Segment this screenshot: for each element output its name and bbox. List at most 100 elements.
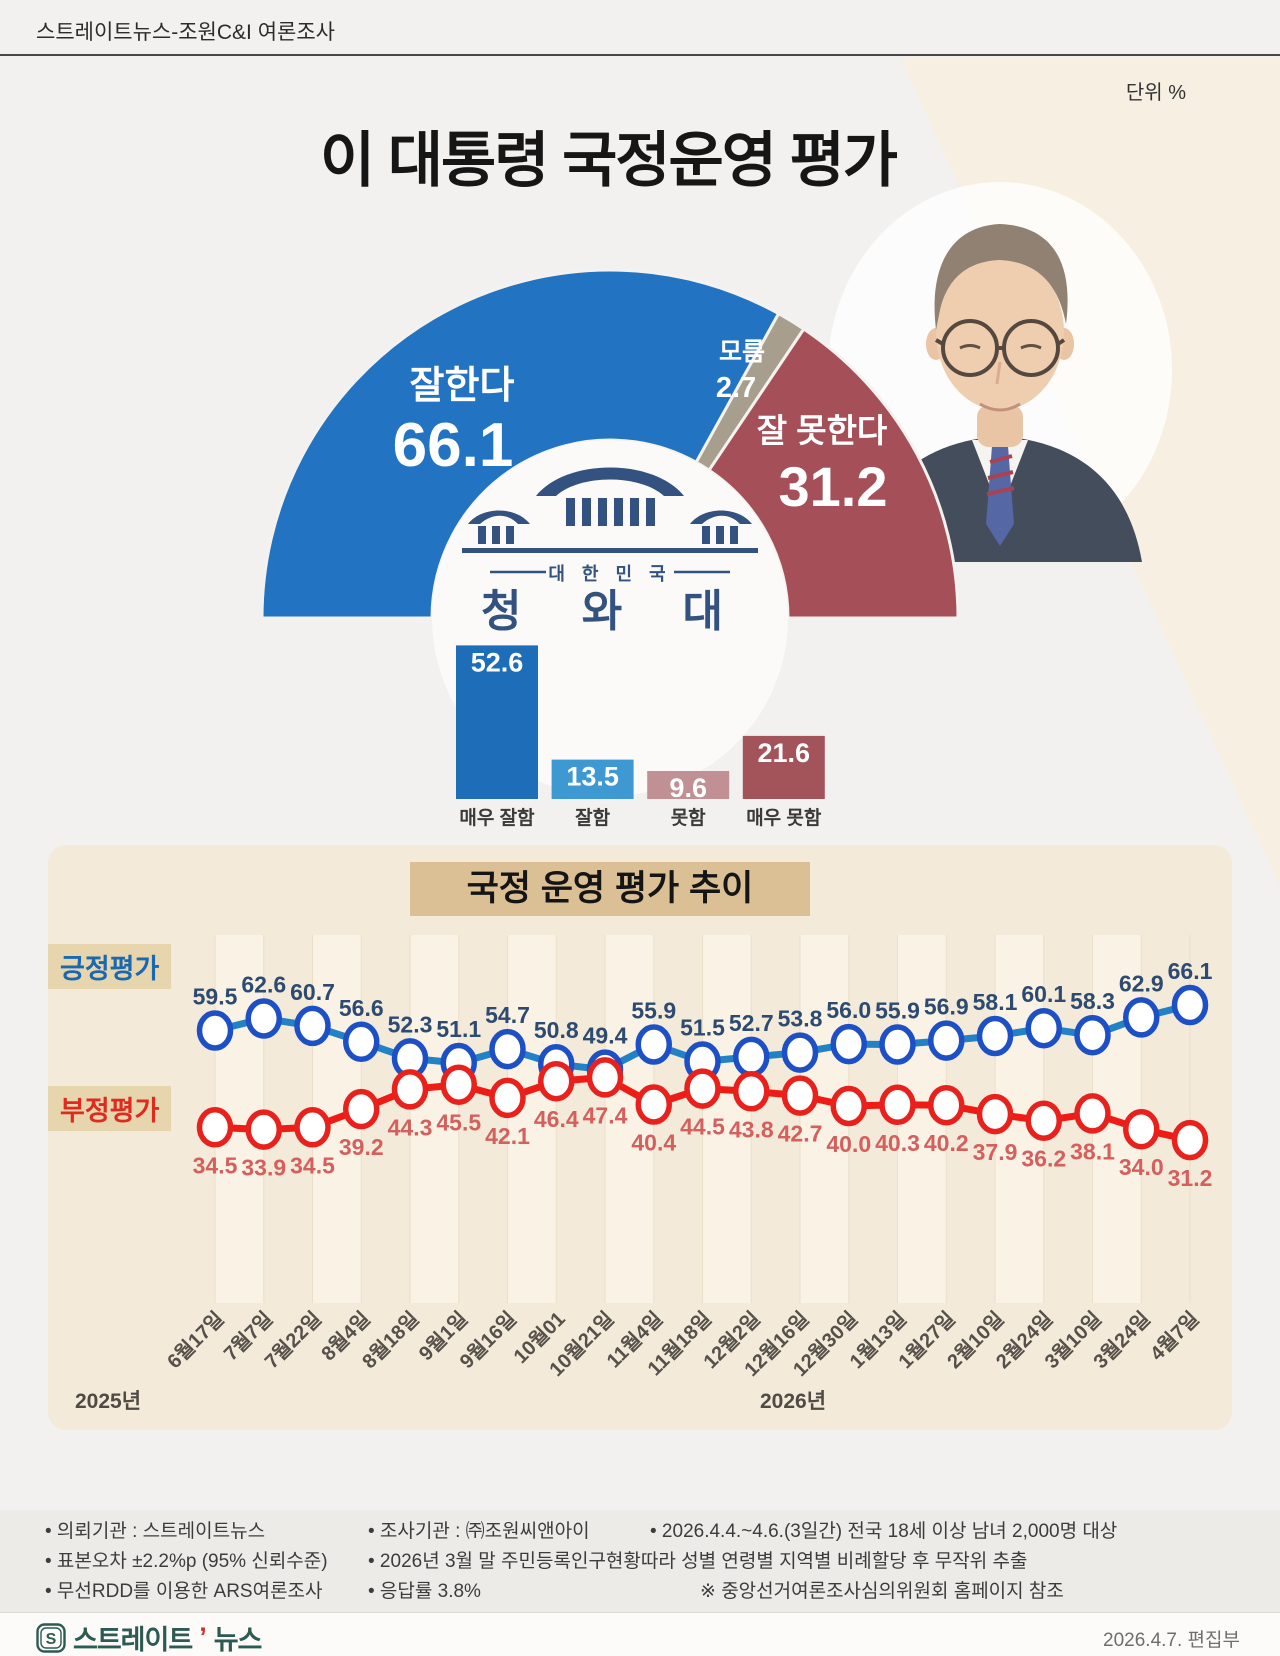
data-point-marker bbox=[781, 1075, 819, 1116]
data-point-marker bbox=[928, 1084, 965, 1126]
svg-text:40.0: 40.0 bbox=[826, 1131, 871, 1157]
svg-text:45.5: 45.5 bbox=[436, 1110, 481, 1136]
svg-text:51.1: 51.1 bbox=[436, 1016, 481, 1042]
svg-text:47.4: 47.4 bbox=[583, 1102, 628, 1128]
svg-text:43.8: 43.8 bbox=[729, 1116, 774, 1142]
legend-positive: 긍정평가 bbox=[48, 944, 172, 989]
data-point-marker bbox=[196, 1107, 234, 1148]
data-point-marker bbox=[245, 998, 282, 1039]
data-point-marker bbox=[976, 1093, 1014, 1135]
footnote-item: • 응답률 3.8% bbox=[368, 1581, 481, 1602]
data-point-marker bbox=[343, 1021, 380, 1063]
svg-text:13.5: 13.5 bbox=[566, 762, 619, 792]
mouth bbox=[979, 402, 1021, 412]
svg-text:60.1: 60.1 bbox=[1021, 981, 1066, 1007]
data-point-marker bbox=[781, 1032, 819, 1073]
data-point-marker bbox=[733, 1036, 770, 1078]
brand-name-part2: 뉴스 bbox=[213, 1625, 263, 1655]
face bbox=[936, 254, 1064, 410]
footnote-item: • 2026.4.4.~4.6.(3일간) 전국 18세 이상 남녀 2,000… bbox=[650, 1521, 1118, 1542]
svg-text:66.1: 66.1 bbox=[393, 411, 514, 480]
brand-icon-letter: S bbox=[46, 1631, 57, 1648]
brand-accent-mark: ’ bbox=[199, 1622, 207, 1652]
footnote-item: • 무선RDD를 이용한 ARS여론조사 bbox=[45, 1581, 323, 1602]
hair bbox=[934, 224, 1068, 330]
data-point-marker bbox=[1123, 997, 1160, 1038]
footnote-item: • 2026년 3월 말 주민등록인구현황따라 성별 연령별 지역별 비례할당 … bbox=[368, 1551, 1028, 1572]
data-point-marker bbox=[684, 1068, 721, 1109]
svg-text:잘 못한다: 잘 못한다 bbox=[757, 412, 888, 449]
data-point-marker bbox=[733, 1071, 770, 1112]
detail-bar-chart: 52.6 매우 잘함 13.5 잘함 9.6 못함 21.6 매우 못함 bbox=[456, 645, 825, 829]
data-point-marker bbox=[1171, 1119, 1209, 1161]
footnote-item: ※ 중앙선거여론조사심의위원회 홈페이지 참조 bbox=[700, 1581, 1064, 1602]
svg-text:잘함: 잘함 bbox=[575, 807, 610, 829]
svg-text:60.7: 60.7 bbox=[290, 979, 335, 1005]
year-label-2026: 2026년 bbox=[760, 1390, 826, 1413]
edition-date-label: 2026.4.7. 편집부 bbox=[1103, 1630, 1240, 1651]
svg-text:잘한다: 잘한다 bbox=[410, 365, 515, 407]
svg-text:대 한 민 국: 대 한 민 국 bbox=[548, 564, 671, 584]
data-point-marker bbox=[391, 1069, 429, 1110]
bar-3 bbox=[742, 735, 825, 799]
footnote-item: • 조사기관 : ㈜조원씨앤아이 bbox=[368, 1521, 590, 1542]
header-source-label: 스트레이트뉴스-조원C&I 여론조사 bbox=[36, 21, 335, 44]
svg-text:34.0: 34.0 bbox=[1119, 1154, 1164, 1180]
unit-label: 단위 % bbox=[1125, 82, 1186, 104]
data-point-marker bbox=[343, 1088, 380, 1130]
x-axis-label: 6월17일 bbox=[163, 1307, 229, 1373]
footnote-item: • 표본오차 ±2.2%p (95% 신뢰수준) bbox=[45, 1551, 328, 1572]
svg-text:31.2: 31.2 bbox=[1168, 1165, 1213, 1191]
svg-text:34.5: 34.5 bbox=[193, 1152, 238, 1178]
data-point-marker bbox=[830, 1085, 867, 1127]
data-point-marker bbox=[1025, 1100, 1062, 1141]
svg-text:2.7: 2.7 bbox=[716, 372, 756, 404]
svg-text:56.6: 56.6 bbox=[339, 995, 384, 1021]
svg-text:53.8: 53.8 bbox=[778, 1006, 823, 1032]
bar-0 bbox=[456, 645, 538, 799]
svg-text:못함: 못함 bbox=[671, 807, 706, 829]
legend-negative: 부정평가 bbox=[48, 1086, 172, 1131]
svg-text:40.4: 40.4 bbox=[631, 1129, 676, 1155]
tie-stripes bbox=[986, 454, 1015, 496]
svg-text:58.1: 58.1 bbox=[973, 989, 1018, 1015]
data-point-marker bbox=[635, 1024, 672, 1065]
svg-text:56.0: 56.0 bbox=[826, 997, 871, 1023]
svg-text:38.1: 38.1 bbox=[1070, 1138, 1115, 1164]
svg-text:40.3: 40.3 bbox=[875, 1130, 920, 1156]
svg-text:9.6: 9.6 bbox=[669, 773, 707, 803]
svg-text:매우 못함: 매우 못함 bbox=[746, 807, 822, 829]
svg-text:33.9: 33.9 bbox=[241, 1155, 286, 1181]
svg-text:매우 잘함: 매우 잘함 bbox=[459, 807, 535, 829]
footnote-item: • 의뢰기관 : 스트레이트뉴스 bbox=[45, 1521, 266, 1542]
svg-text:52.6: 52.6 bbox=[471, 647, 524, 677]
data-point-marker bbox=[1171, 984, 1209, 1026]
svg-text:66.1: 66.1 bbox=[1168, 958, 1213, 984]
data-point-marker bbox=[879, 1024, 916, 1065]
data-point-marker bbox=[879, 1084, 916, 1126]
svg-text:50.8: 50.8 bbox=[534, 1017, 579, 1043]
data-point-marker bbox=[294, 1107, 331, 1148]
data-point-marker bbox=[538, 1060, 575, 1102]
svg-text:55.9: 55.9 bbox=[875, 997, 920, 1023]
svg-text:52.7: 52.7 bbox=[729, 1010, 774, 1036]
svg-text:59.5: 59.5 bbox=[193, 984, 238, 1010]
brand-logo: S 스트레이트’ 뉴스 bbox=[36, 1618, 263, 1656]
svg-text:37.9: 37.9 bbox=[973, 1139, 1018, 1165]
svg-text:54.7: 54.7 bbox=[485, 1002, 530, 1028]
svg-text:모름: 모름 bbox=[719, 338, 765, 366]
svg-text:39.2: 39.2 bbox=[339, 1134, 384, 1160]
brand-logo-icon: S bbox=[36, 1622, 66, 1653]
data-point-marker bbox=[440, 1064, 477, 1105]
data-point-marker bbox=[1074, 1093, 1111, 1134]
bottom-bar: S 스트레이트’ 뉴스 2026.4.7. 편집부 bbox=[0, 1612, 1280, 1656]
svg-text:51.5: 51.5 bbox=[680, 1014, 725, 1040]
neck bbox=[977, 405, 1023, 447]
svg-text:36.2: 36.2 bbox=[1021, 1146, 1066, 1172]
data-point-marker bbox=[586, 1057, 624, 1098]
year-label-2025: 2025년 bbox=[75, 1390, 141, 1413]
trend-chart-title: 국정 운영 평가 추이 bbox=[410, 862, 810, 916]
trend-line-chart: 59.5 62.6 60.756.652.3 51.154.750.8 49.455.9… bbox=[75, 935, 1213, 1413]
